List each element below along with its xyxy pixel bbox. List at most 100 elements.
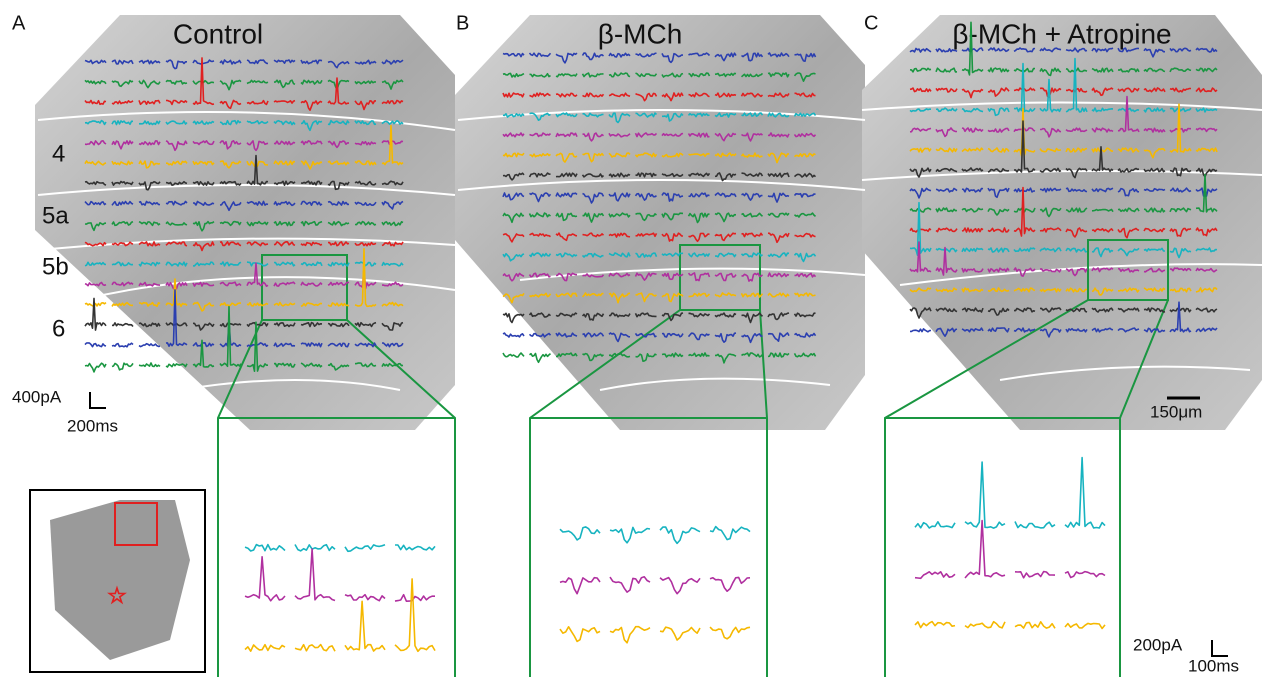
current-trace	[381, 221, 404, 227]
current-trace	[714, 112, 737, 118]
current-trace	[608, 192, 631, 202]
current-trace	[1091, 147, 1113, 153]
current-trace	[582, 92, 605, 98]
current-trace	[1117, 87, 1140, 93]
current-trace	[1091, 208, 1114, 213]
current-trace	[354, 201, 377, 206]
current-trace	[246, 220, 269, 227]
current-trace	[709, 525, 751, 541]
current-trace	[327, 140, 349, 149]
current-trace	[138, 140, 161, 146]
current-trace	[741, 332, 763, 344]
current-trace	[165, 281, 188, 290]
current-trace	[935, 307, 958, 313]
current-trace	[661, 352, 684, 358]
current-trace	[84, 222, 107, 232]
scale-label: 100ms	[1188, 656, 1239, 675]
current-trace	[111, 120, 133, 126]
current-trace	[165, 99, 188, 106]
current-trace	[165, 200, 188, 206]
current-trace	[794, 52, 817, 63]
current-trace	[219, 220, 242, 227]
current-trace	[246, 321, 269, 327]
current-trace	[192, 281, 215, 287]
current-trace	[767, 152, 790, 164]
current-trace	[1065, 187, 1088, 193]
current-trace	[961, 247, 984, 253]
current-trace	[608, 332, 631, 343]
current-trace	[381, 124, 404, 166]
current-trace	[961, 147, 984, 153]
current-trace	[1169, 87, 1191, 93]
current-trace	[1014, 521, 1056, 529]
current-trace	[354, 80, 377, 85]
current-trace	[138, 220, 161, 227]
current-trace	[273, 241, 296, 247]
current-trace	[687, 332, 710, 341]
current-trace	[1195, 247, 1218, 253]
current-trace	[138, 79, 161, 89]
current-trace	[111, 79, 134, 88]
current-trace	[1169, 247, 1192, 259]
current-trace	[581, 252, 604, 258]
current-trace	[914, 570, 956, 580]
current-trace	[1091, 146, 1114, 173]
current-trace	[741, 212, 764, 218]
current-trace	[767, 312, 790, 321]
current-trace	[741, 52, 764, 62]
current-trace	[793, 72, 816, 82]
current-trace	[529, 352, 551, 364]
current-trace	[581, 292, 604, 298]
current-trace	[964, 620, 1006, 629]
current-trace	[1065, 67, 1088, 73]
current-trace	[300, 342, 323, 348]
panel-title: β-MCh	[598, 18, 683, 49]
current-trace	[219, 305, 242, 368]
current-trace	[354, 248, 377, 308]
current-trace	[582, 232, 605, 238]
current-trace	[608, 172, 631, 178]
current-trace	[1117, 68, 1140, 73]
current-trace	[608, 232, 631, 238]
current-trace	[502, 212, 525, 224]
current-trace	[528, 172, 551, 178]
current-trace	[659, 576, 701, 595]
current-trace	[635, 352, 657, 363]
current-trace	[609, 625, 651, 644]
zoom-callouts	[217, 239, 1169, 677]
current-trace	[1117, 267, 1140, 273]
current-trace	[1117, 95, 1140, 133]
current-trace	[793, 312, 816, 318]
current-trace	[273, 140, 296, 146]
current-trace	[1091, 228, 1114, 233]
current-trace	[687, 272, 711, 282]
current-trace	[354, 59, 377, 65]
inset-slice	[50, 500, 190, 660]
current-trace	[165, 221, 188, 226]
current-trace	[244, 555, 286, 602]
current-trace	[84, 281, 107, 287]
current-trace	[935, 127, 957, 138]
current-trace	[502, 52, 525, 58]
current-trace	[381, 241, 404, 247]
scale-bar	[89, 392, 106, 409]
current-trace	[714, 292, 737, 298]
current-trace	[1065, 167, 1088, 179]
current-trace	[1195, 107, 1218, 113]
current-trace	[165, 59, 187, 70]
current-trace	[219, 241, 242, 247]
current-trace	[1065, 327, 1088, 333]
current-trace	[914, 520, 956, 529]
current-trace	[714, 312, 737, 318]
current-trace	[687, 112, 710, 118]
current-trace	[555, 232, 578, 242]
current-trace	[793, 292, 816, 298]
current-trace	[219, 281, 242, 287]
current-trace	[1143, 267, 1166, 273]
current-trace	[634, 152, 658, 158]
current-trace	[661, 132, 684, 137]
current-trace	[528, 272, 551, 278]
current-trace	[246, 301, 269, 307]
current-trace	[1039, 67, 1062, 77]
current-trace	[111, 281, 134, 287]
